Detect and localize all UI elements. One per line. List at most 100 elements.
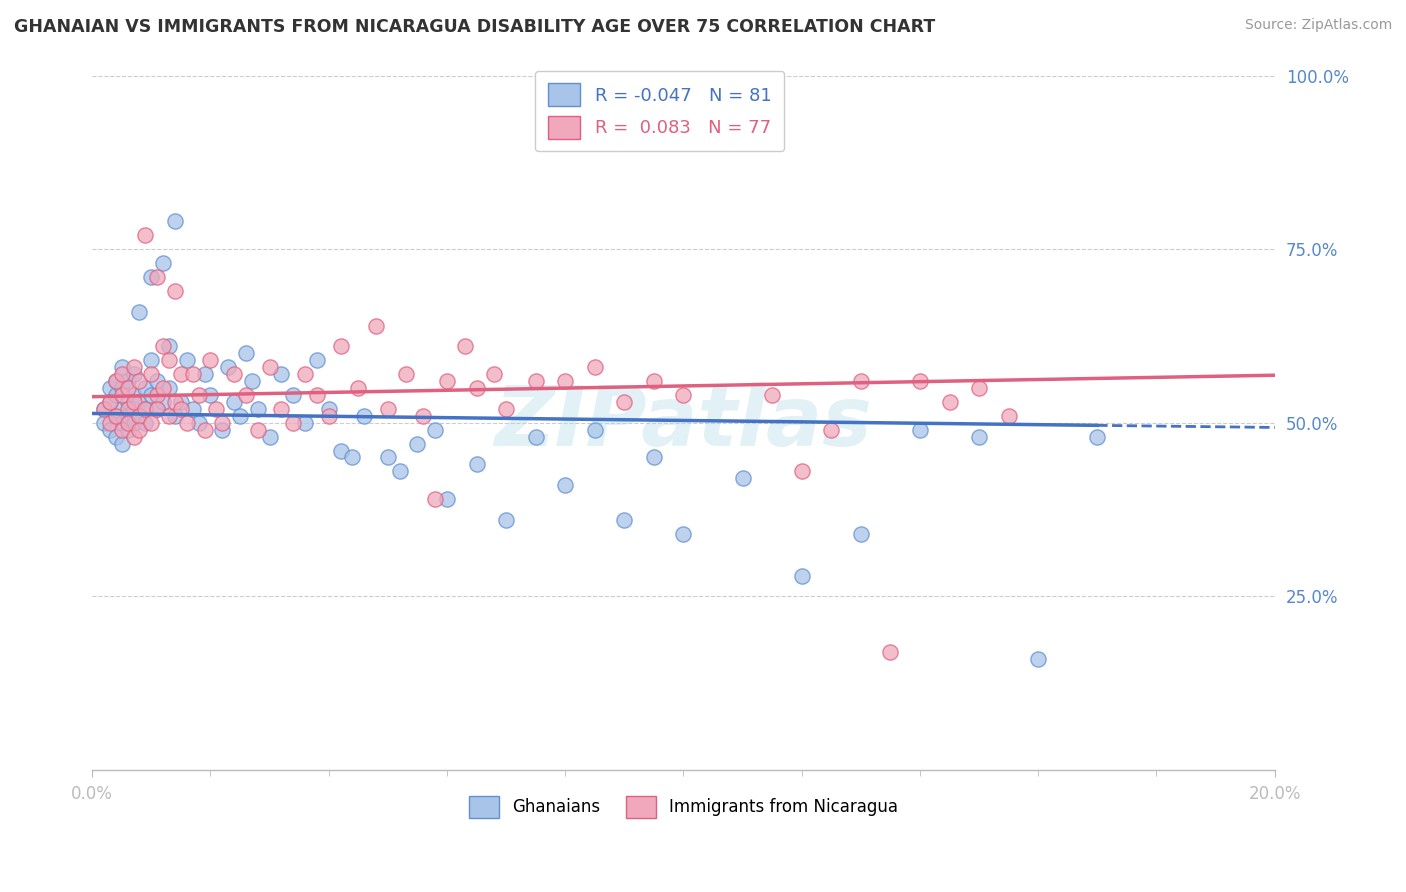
Point: [229, 409, 252, 423]
Point: [465, 381, 488, 395]
Point: [111, 381, 134, 395]
Point: [524, 430, 547, 444]
Point: [200, 353, 222, 368]
Point: [128, 409, 150, 423]
Point: [111, 360, 134, 375]
Point: [187, 416, 209, 430]
Point: [98, 381, 121, 395]
Point: [967, 381, 990, 395]
Point: [141, 388, 163, 402]
Point: [128, 374, 150, 388]
Point: [305, 388, 328, 402]
Point: [246, 423, 269, 437]
Point: [117, 416, 139, 430]
Point: [152, 339, 174, 353]
Point: [908, 423, 931, 437]
Point: [342, 450, 364, 465]
Point: [176, 353, 198, 368]
Point: [436, 492, 458, 507]
Point: [672, 388, 695, 402]
Point: [141, 367, 163, 381]
Point: [583, 360, 606, 375]
Point: [205, 401, 228, 416]
Point: [104, 409, 127, 423]
Point: [146, 401, 169, 416]
Point: [122, 388, 145, 402]
Point: [128, 395, 150, 409]
Point: [731, 131, 754, 145]
Point: [122, 401, 145, 416]
Point: [117, 395, 139, 409]
Point: [98, 395, 121, 409]
Point: [157, 353, 180, 368]
Point: [217, 360, 239, 375]
Point: [235, 388, 257, 402]
Point: [643, 374, 665, 388]
Point: [146, 388, 169, 402]
Point: [495, 513, 517, 527]
Point: [181, 401, 204, 416]
Point: [98, 416, 121, 430]
Point: [170, 367, 193, 381]
Point: [672, 527, 695, 541]
Point: [790, 464, 813, 478]
Point: [524, 374, 547, 388]
Point: [761, 388, 783, 402]
Point: [98, 423, 121, 437]
Point: [554, 374, 576, 388]
Point: [146, 374, 169, 388]
Point: [163, 214, 186, 228]
Point: [436, 374, 458, 388]
Point: [193, 423, 215, 437]
Point: [879, 645, 901, 659]
Point: [790, 568, 813, 582]
Point: [134, 381, 156, 395]
Point: [117, 374, 139, 388]
Point: [104, 374, 127, 388]
Point: [134, 416, 156, 430]
Text: ZIPatlas: ZIPatlas: [495, 383, 872, 463]
Point: [259, 360, 281, 375]
Point: [146, 401, 169, 416]
Point: [1085, 430, 1108, 444]
Point: [170, 401, 193, 416]
Point: [122, 430, 145, 444]
Point: [849, 374, 872, 388]
Point: [134, 401, 156, 416]
Point: [122, 416, 145, 430]
Point: [157, 339, 180, 353]
Point: [240, 374, 263, 388]
Point: [163, 409, 186, 423]
Legend: Ghanaians, Immigrants from Nicaragua: Ghanaians, Immigrants from Nicaragua: [463, 789, 904, 824]
Point: [117, 409, 139, 423]
Point: [583, 423, 606, 437]
Point: [211, 416, 233, 430]
Point: [329, 339, 352, 353]
Point: [146, 269, 169, 284]
Point: [997, 409, 1019, 423]
Point: [294, 416, 316, 430]
Point: [318, 401, 340, 416]
Point: [104, 430, 127, 444]
Point: [93, 401, 115, 416]
Point: [163, 284, 186, 298]
Point: [465, 458, 488, 472]
Point: [157, 381, 180, 395]
Point: [104, 409, 127, 423]
Point: [453, 339, 475, 353]
Point: [111, 416, 134, 430]
Point: [134, 401, 156, 416]
Point: [181, 367, 204, 381]
Point: [93, 416, 115, 430]
Point: [122, 367, 145, 381]
Point: [170, 395, 193, 409]
Point: [377, 450, 399, 465]
Point: [152, 395, 174, 409]
Point: [406, 436, 429, 450]
Point: [246, 401, 269, 416]
Point: [187, 388, 209, 402]
Point: [613, 395, 636, 409]
Point: [613, 513, 636, 527]
Point: [141, 353, 163, 368]
Point: [193, 367, 215, 381]
